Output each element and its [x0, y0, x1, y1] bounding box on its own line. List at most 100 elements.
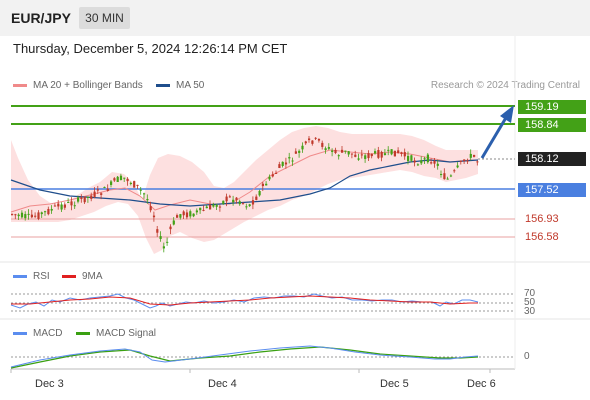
candle-body	[331, 150, 334, 152]
candle-body	[341, 149, 344, 153]
candle-body	[156, 229, 159, 233]
candle-body	[245, 206, 248, 208]
macd-line	[10, 345, 479, 368]
candle-body	[222, 200, 225, 204]
candlestick-series	[11, 135, 479, 253]
timeframe-button[interactable]: 30 MIN	[79, 7, 130, 29]
candle-body	[377, 150, 380, 158]
legend-rsi-9ma: 9MA	[62, 271, 103, 282]
candle-body	[390, 149, 393, 155]
macd-signal-line	[10, 346, 479, 369]
candle-body	[337, 155, 340, 157]
candle-body	[93, 191, 96, 197]
x-axis-label-dec5: Dec 5	[380, 378, 409, 390]
legend-swatch	[156, 84, 170, 87]
candle-body	[469, 153, 472, 158]
x-axis-label-dec4: Dec 4	[208, 378, 237, 390]
candle-body	[423, 158, 426, 160]
candle-body	[14, 214, 17, 216]
candle-body	[393, 150, 396, 157]
candle-body	[370, 153, 373, 157]
candle-body	[453, 170, 456, 172]
candle-body	[205, 206, 208, 209]
candle-body	[456, 165, 459, 168]
chart-datetime: Thursday, December 5, 2024 12:26:14 PM C…	[13, 41, 288, 56]
candle-body	[20, 212, 24, 218]
candle-body	[232, 199, 235, 203]
candle-body	[364, 155, 367, 159]
macd-level-label-0: 0	[524, 351, 530, 362]
candle-body	[103, 186, 106, 188]
candle-body	[238, 201, 241, 205]
candle-body	[347, 151, 350, 155]
candle-body	[218, 206, 222, 208]
candle-body	[255, 196, 258, 200]
candle-body	[367, 153, 370, 159]
candle-body	[110, 181, 113, 185]
candle-body	[268, 176, 271, 180]
candle-body	[199, 207, 202, 211]
legend-swatch	[13, 275, 27, 278]
candle-body	[27, 213, 30, 215]
ma20-line	[10, 149, 478, 213]
copyright-text: Research © 2024 Trading Central	[430, 80, 580, 91]
rsi-level-label-70: 70	[524, 288, 536, 299]
candle-body	[192, 213, 195, 217]
candle-body	[413, 160, 416, 163]
candle-body	[73, 205, 76, 207]
candle-body	[387, 149, 390, 151]
candle-body	[466, 160, 469, 162]
candle-body	[189, 211, 192, 217]
candle-body	[258, 191, 261, 196]
forecast-arrow-line	[480, 115, 509, 159]
candle-body	[360, 154, 363, 156]
candle-body	[100, 193, 103, 195]
x-axis-label-dec6: Dec 6	[467, 378, 496, 390]
candle-body	[116, 176, 119, 183]
candle-body	[80, 197, 83, 200]
legend-swatch	[76, 332, 90, 335]
candle-body	[301, 145, 304, 150]
candle-body	[63, 204, 66, 208]
candle-body	[430, 162, 433, 164]
candle-body	[261, 183, 264, 187]
candle-body	[304, 141, 307, 144]
legend-macd: MACD	[13, 328, 62, 339]
candle-body	[334, 149, 337, 154]
candle-body	[129, 182, 132, 184]
candle-body	[350, 153, 354, 155]
candle-body	[311, 140, 314, 144]
x-axis-label-dec3: Dec 3	[35, 378, 64, 390]
candle-body	[119, 175, 123, 181]
candle-body	[275, 172, 278, 174]
candle-body	[380, 151, 383, 158]
candle-body	[70, 201, 73, 206]
candle-body	[251, 200, 255, 205]
price-label-support-1: 156.93	[525, 213, 559, 225]
bollinger-band-area	[11, 126, 478, 254]
candle-body	[284, 162, 288, 165]
legend-ma20-bollinger: MA 20 + Bollinger Bands	[13, 80, 143, 91]
candle-body	[433, 160, 436, 164]
price-label-pivot: 157.52	[518, 183, 586, 197]
candle-body	[407, 155, 410, 162]
candle-body	[176, 215, 179, 218]
candle-body	[67, 202, 70, 204]
candle-body	[446, 178, 449, 180]
candle-body	[242, 202, 245, 204]
candle-body	[397, 150, 400, 154]
candle-body	[139, 189, 142, 191]
candle-body	[47, 208, 50, 215]
candle-body	[403, 152, 406, 157]
candle-body	[53, 205, 57, 207]
candle-body	[126, 178, 129, 182]
candle-body	[182, 211, 185, 216]
rsi-9ma-line	[11, 295, 478, 306]
candle-body	[123, 177, 126, 179]
candle-body	[96, 189, 99, 191]
candle-body	[152, 215, 156, 218]
candle-body	[416, 164, 420, 166]
candle-body	[172, 220, 175, 225]
candle-body	[400, 152, 403, 154]
symbol-title: EUR/JPY	[11, 10, 71, 26]
